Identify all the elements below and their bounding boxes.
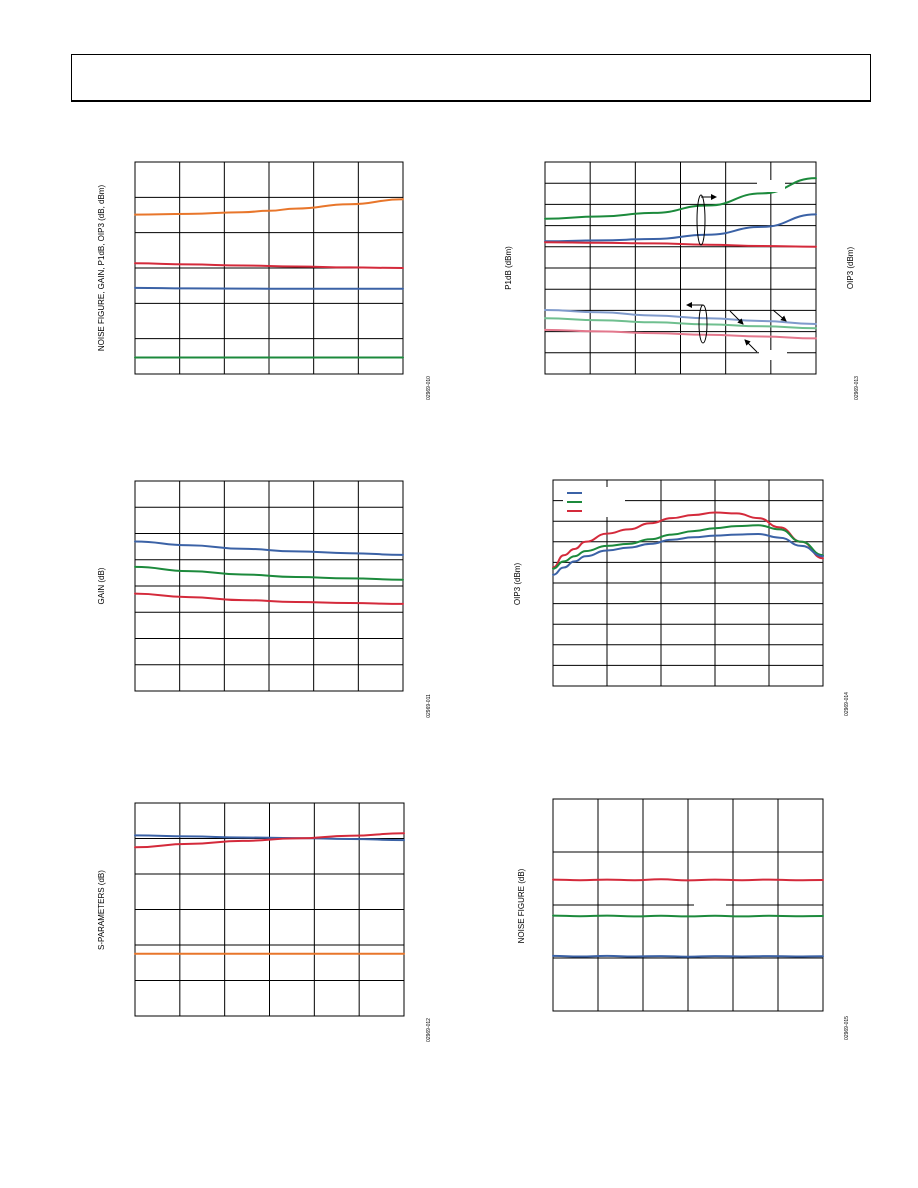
chart-1-series-line-2 — [134, 262, 404, 269]
chart-1-plot-area — [134, 161, 404, 375]
chart-3-ylabel: GAIN (dB) — [97, 567, 106, 604]
chart-5-figure-code: 02969-012 — [426, 1018, 432, 1042]
chart-3-series-line-2 — [134, 565, 404, 581]
chart-2-arrow-diag-2-icon — [772, 309, 787, 322]
chart-4-ylabel: OIP3 (dBm) — [513, 563, 522, 606]
chart-6-series-line-2 — [552, 914, 824, 918]
chart-2-series-line-3 — [544, 241, 817, 248]
chart-5-plot-area — [134, 802, 405, 1017]
chart-6-series-line-3 — [552, 954, 824, 958]
chart-2-label-mask-2 — [759, 350, 787, 360]
chart-2-series-line-1 — [544, 177, 817, 220]
chart-6: NOISE FIGURE (dB) 02969-015 — [517, 798, 850, 1040]
chart-1-ylabel: NOISE FIGURE, GAIN, P1dB, OIP3 (dB, dBm) — [97, 185, 106, 352]
chart-2-label-mask-1 — [757, 180, 785, 192]
chart-2-series-line-6 — [544, 328, 817, 340]
page-header-box — [71, 54, 871, 102]
chart-2-ylabel-left: P1dB (dBm) — [504, 246, 513, 290]
chart-3-series-line-3 — [134, 592, 404, 605]
chart-3: GAIN (dB) 02969-011 — [97, 480, 432, 718]
chart-6-figure-code: 02969-015 — [844, 1016, 850, 1040]
chart-2-plot-frame — [544, 161, 817, 375]
chart-6-label-mask — [694, 898, 726, 912]
chart-2-series-line-4 — [544, 309, 817, 325]
chart-2-figure-code: 02969-013 — [854, 376, 860, 400]
chart-3-figure-code: 02969-011 — [426, 694, 432, 718]
chart-2-upper-group-ellipse — [696, 194, 706, 246]
chart-1: NOISE FIGURE, GAIN, P1dB, OIP3 (dB, dBm)… — [97, 161, 432, 400]
chart-1-series-line-1 — [134, 198, 404, 216]
chart-6-series-line-1 — [552, 878, 824, 882]
chart-4-plot-frame — [552, 479, 824, 687]
chart-2-arrow-diag-1-icon — [729, 310, 744, 325]
chart-4-series-line-1 — [552, 511, 824, 569]
chart-4: OIP3 (dBm) 02969-014 — [513, 479, 850, 716]
chart-5: S-PARAMETERS (dB) 02969-012 — [97, 802, 432, 1042]
chart-5-series-line-2 — [134, 832, 405, 849]
chart-6-plot-area — [552, 798, 824, 1012]
chart-2: P1dB (dBm) OIP3 (dBm) 02969-013 — [504, 161, 860, 400]
chart-4-series-line-3 — [552, 533, 824, 576]
chart-5-ylabel: S-PARAMETERS (dB) — [97, 870, 106, 950]
chart-4-series-line-2 — [552, 524, 824, 570]
chart-3-plot-frame — [134, 480, 404, 692]
chart-4-figure-code: 02969-014 — [844, 692, 850, 716]
chart-2-plot-area — [544, 161, 817, 375]
chart-2-series-line-2 — [544, 213, 817, 243]
chart-5-series-line-1 — [134, 834, 405, 842]
chart-2-arrow-diag-3-icon — [744, 339, 758, 353]
chart-3-series-line-1 — [134, 540, 404, 556]
chart-1-series-line-3 — [134, 286, 404, 290]
chart-1-figure-code: 02969-010 — [426, 376, 432, 400]
chart-3-plot-area — [134, 480, 404, 692]
chart-5-plot-frame — [134, 802, 405, 1017]
chart-6-plot-frame — [552, 798, 824, 1012]
chart-2-series-line-5 — [544, 317, 817, 330]
chart-2-ylabel-right: OIP3 (dBm) — [846, 247, 855, 290]
chart-6-ylabel: NOISE FIGURE (dB) — [517, 868, 526, 943]
